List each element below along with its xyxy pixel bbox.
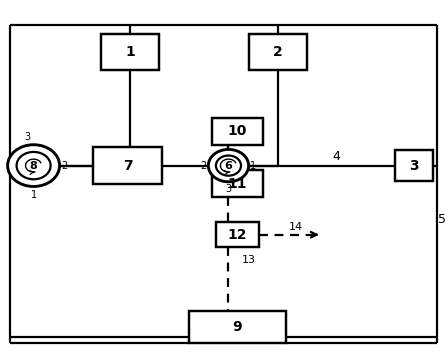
Text: 13: 13	[242, 255, 256, 265]
FancyBboxPatch shape	[249, 34, 307, 70]
Text: 9: 9	[233, 320, 242, 334]
Text: 11: 11	[228, 177, 247, 190]
Text: 1: 1	[125, 45, 135, 59]
FancyBboxPatch shape	[216, 222, 259, 247]
Text: 10: 10	[228, 125, 247, 138]
Text: 3: 3	[24, 132, 30, 142]
FancyBboxPatch shape	[212, 170, 263, 197]
Circle shape	[8, 145, 60, 186]
Text: 7: 7	[123, 159, 133, 172]
FancyBboxPatch shape	[396, 150, 434, 181]
Text: 8: 8	[30, 161, 38, 171]
Text: 3: 3	[225, 184, 232, 194]
FancyBboxPatch shape	[212, 118, 263, 145]
Text: 3: 3	[409, 159, 419, 172]
Text: 2: 2	[273, 45, 283, 59]
Text: 2: 2	[61, 161, 68, 171]
Circle shape	[216, 156, 241, 176]
Circle shape	[17, 152, 51, 179]
Text: 2: 2	[201, 161, 207, 171]
Text: 1: 1	[250, 161, 256, 171]
Text: 4: 4	[332, 150, 340, 163]
Text: 14: 14	[289, 222, 303, 232]
FancyBboxPatch shape	[101, 34, 159, 70]
Text: 6: 6	[224, 161, 233, 171]
FancyBboxPatch shape	[190, 311, 286, 343]
Text: 1: 1	[30, 190, 37, 200]
Text: 5: 5	[438, 213, 446, 226]
FancyBboxPatch shape	[93, 147, 162, 184]
Text: 12: 12	[228, 228, 247, 242]
Circle shape	[208, 149, 249, 182]
